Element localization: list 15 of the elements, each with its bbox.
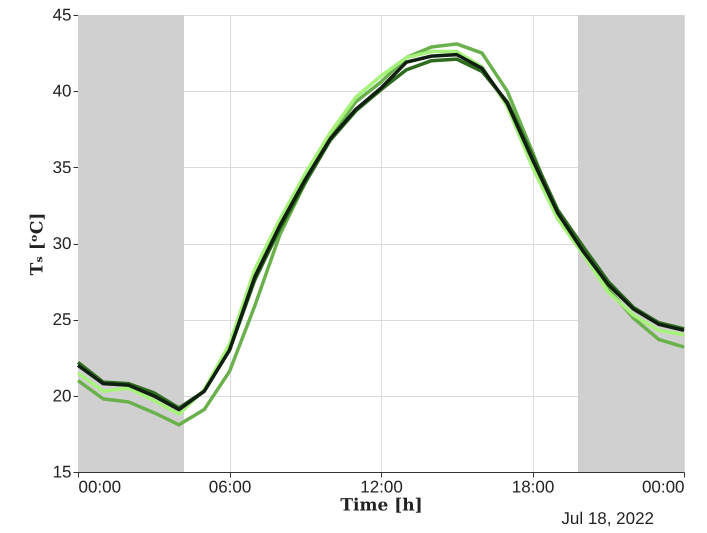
x-tick-label: 06:00 xyxy=(208,478,252,496)
y-tick-label: 20 xyxy=(52,386,72,406)
y-axis-title: Tₛ [ᵒC] xyxy=(28,212,48,276)
y-tick-label: 35 xyxy=(52,158,72,177)
y-tick-label: 45 xyxy=(52,6,72,24)
x-axis-title: Time [h] xyxy=(340,496,423,516)
x-tick-label: 00:00 xyxy=(78,478,122,496)
y-tick-label: 40 xyxy=(52,82,72,101)
x-tick-label: 18:00 xyxy=(512,478,554,496)
text: Jul 18, 2022 xyxy=(561,509,654,528)
y-tick-label: 15 xyxy=(52,462,72,482)
y-tick-label: 25 xyxy=(52,310,72,330)
x-tick-label: 12:00 xyxy=(360,478,403,496)
y-tick-label: 30 xyxy=(52,234,72,253)
x-tick-label: 00:00 xyxy=(642,478,684,496)
